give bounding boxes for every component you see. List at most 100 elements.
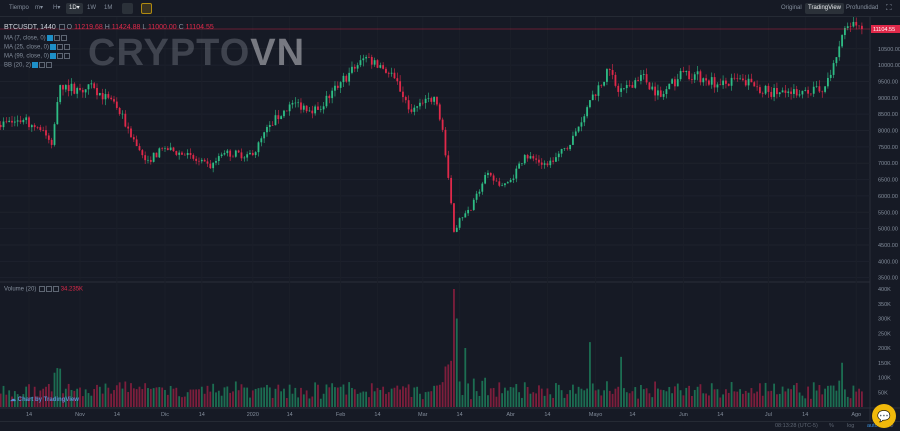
candle-down bbox=[166, 148, 169, 151]
candle-down bbox=[444, 129, 447, 156]
volume-bar bbox=[844, 389, 846, 407]
volume-bar bbox=[410, 396, 413, 407]
volume-bar bbox=[104, 383, 107, 407]
candle-up bbox=[260, 138, 263, 143]
volume-bar bbox=[455, 318, 458, 407]
volume-bar bbox=[577, 386, 580, 407]
volume-bar bbox=[50, 391, 53, 407]
indicator-ma99[interactable]: MA (99, close, 0) bbox=[4, 53, 71, 60]
volume-bar bbox=[84, 389, 87, 407]
volume-bar bbox=[115, 385, 118, 407]
symbol-label: BTCUSDT, 1440 bbox=[4, 24, 56, 31]
interval-1w-button[interactable]: 1W bbox=[87, 5, 96, 11]
fullscreen-toggle-icon[interactable] bbox=[141, 3, 152, 14]
volume-bar bbox=[725, 389, 727, 407]
volume-bar bbox=[665, 391, 668, 407]
volume-bar bbox=[33, 386, 36, 407]
volume-bar bbox=[22, 394, 25, 407]
view-tradingview-tab[interactable]: TradingView bbox=[805, 3, 845, 14]
volume-bar bbox=[390, 388, 393, 407]
volume-bar bbox=[260, 387, 263, 407]
close-icon[interactable] bbox=[46, 62, 53, 68]
close-icon[interactable] bbox=[64, 53, 71, 59]
candle-down bbox=[552, 160, 555, 162]
candle-up bbox=[424, 98, 427, 104]
volume-bar bbox=[39, 390, 42, 407]
tradingview-logo[interactable]: ☁ Chart by TradingView bbox=[10, 396, 79, 403]
close-icon[interactable] bbox=[60, 35, 67, 41]
candle-up bbox=[829, 74, 832, 78]
volume-bar bbox=[53, 372, 56, 407]
close-icon[interactable] bbox=[53, 286, 60, 292]
candle-up bbox=[472, 199, 475, 210]
candle-up bbox=[104, 94, 107, 100]
candle-down bbox=[535, 158, 538, 160]
volume-tick-label: 200K bbox=[878, 346, 891, 352]
auto-toggle[interactable]: auto bbox=[867, 423, 878, 429]
volume-bar bbox=[370, 383, 373, 407]
volume-bar bbox=[708, 395, 710, 407]
hours-dropdown[interactable]: H▾ bbox=[53, 5, 61, 11]
indicator-ma25[interactable]: MA (25, close, 0) bbox=[4, 44, 71, 51]
volume-bar bbox=[181, 397, 183, 407]
indicator-bb[interactable]: BB (20, 2) bbox=[4, 62, 53, 69]
volume-bar bbox=[189, 389, 192, 407]
expand-icon[interactable]: ⛶ bbox=[886, 3, 892, 12]
settings-icon[interactable] bbox=[57, 44, 64, 50]
log-toggle[interactable]: log bbox=[847, 423, 855, 429]
eye-icon[interactable] bbox=[50, 53, 57, 59]
chat-button[interactable]: 💬 bbox=[872, 404, 896, 428]
settings-icon[interactable] bbox=[58, 24, 65, 31]
candle-up bbox=[56, 102, 59, 125]
candle-down bbox=[705, 78, 707, 81]
interval-1m-button[interactable]: 1M bbox=[104, 5, 113, 11]
indicators-icon[interactable] bbox=[122, 3, 133, 14]
candle-up bbox=[186, 152, 189, 156]
candle-up bbox=[280, 116, 283, 120]
view-depth-tab[interactable]: Profundidad bbox=[846, 5, 879, 11]
volume-bar bbox=[628, 393, 631, 407]
volume-bar bbox=[461, 395, 464, 407]
price-chart[interactable]: 10500.00 10000.00 9500.00 9000.00 8500.00 800… bbox=[0, 0, 900, 421]
volume-bar bbox=[538, 385, 540, 407]
settings-icon[interactable]: ⚙ bbox=[889, 423, 894, 429]
volume-bar bbox=[132, 388, 135, 407]
time-tick-label: Jul bbox=[765, 412, 772, 418]
eye-icon[interactable] bbox=[32, 62, 39, 68]
percent-toggle[interactable]: % bbox=[829, 423, 834, 429]
settings-icon[interactable] bbox=[39, 62, 46, 68]
interval-1d-dropdown[interactable]: 1D▾ bbox=[66, 3, 83, 14]
minutes-dropdown[interactable]: m▾ bbox=[35, 5, 44, 11]
volume-bar bbox=[453, 289, 455, 407]
volume-bar bbox=[784, 391, 787, 407]
volume-bar bbox=[178, 396, 181, 407]
volume-bar bbox=[45, 386, 47, 407]
volume-bar bbox=[676, 383, 679, 407]
volume-bar bbox=[651, 397, 654, 407]
close-icon[interactable] bbox=[64, 44, 71, 50]
volume-bar bbox=[413, 387, 416, 407]
settings-icon[interactable] bbox=[57, 53, 64, 59]
volume-bar bbox=[793, 385, 795, 407]
candle-down bbox=[317, 106, 319, 110]
candle-up bbox=[164, 148, 166, 149]
indicator-ma7[interactable]: MA (7, close, 0) bbox=[4, 35, 67, 42]
candle-up bbox=[365, 56, 368, 59]
eye-icon[interactable] bbox=[46, 35, 53, 41]
candle-up bbox=[356, 65, 359, 69]
settings-icon[interactable] bbox=[53, 35, 60, 41]
candle-down bbox=[353, 66, 356, 69]
volume-bar bbox=[552, 397, 555, 407]
candle-down bbox=[300, 102, 302, 110]
volume-bar bbox=[841, 362, 843, 407]
view-original-tab[interactable]: Original bbox=[781, 5, 802, 11]
candle-down bbox=[387, 72, 390, 74]
volume-bar bbox=[319, 398, 322, 407]
settings-icon[interactable] bbox=[46, 286, 53, 292]
eye-icon[interactable] bbox=[39, 286, 46, 292]
candle-up bbox=[804, 89, 807, 91]
volume-bar bbox=[113, 390, 115, 407]
eye-icon[interactable] bbox=[50, 44, 57, 50]
candle-down bbox=[81, 89, 84, 93]
time-tick-label: 14 bbox=[199, 412, 205, 418]
